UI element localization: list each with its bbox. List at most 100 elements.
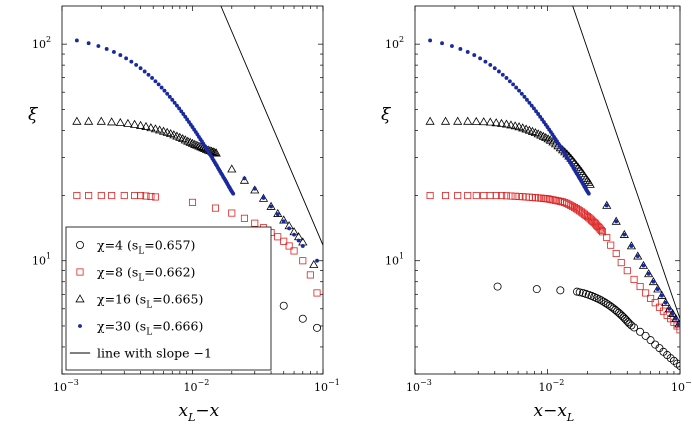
data-point	[150, 76, 155, 80]
data-point	[636, 327, 645, 336]
data-point	[546, 195, 554, 203]
series-square	[426, 192, 680, 334]
y-tick-label: 101	[32, 252, 51, 268]
data-point	[426, 192, 434, 200]
data-point	[266, 201, 276, 210]
data-point	[538, 131, 548, 140]
data-point	[275, 212, 280, 217]
data-point	[647, 294, 655, 302]
data-point	[471, 116, 481, 125]
legend-marker	[78, 324, 82, 328]
data-point	[453, 116, 463, 125]
data-point	[97, 192, 105, 200]
data-point	[506, 120, 516, 129]
data-point	[657, 290, 667, 299]
data-point	[500, 72, 505, 77]
data-point	[129, 59, 134, 64]
data-point	[181, 112, 186, 116]
slope-reference-line	[572, 6, 680, 319]
data-point	[180, 135, 190, 144]
data-point	[616, 310, 625, 319]
data-point	[515, 192, 523, 201]
data-point	[485, 117, 495, 126]
data-point	[454, 192, 462, 200]
data-point	[162, 88, 167, 93]
data-point	[625, 319, 634, 328]
legend-entry-label: χ=16 (sL=0.665)	[97, 292, 203, 311]
data-point	[188, 198, 197, 206]
data-point	[556, 286, 565, 295]
data-point	[240, 214, 248, 222]
data-point	[536, 130, 546, 139]
data-point	[120, 192, 128, 200]
y-tick-label: 101	[385, 252, 404, 268]
data-point	[578, 288, 587, 297]
legend-marker	[75, 294, 85, 303]
data-point	[273, 208, 283, 217]
data-point	[532, 106, 536, 111]
data-point	[673, 359, 680, 368]
legend-box	[65, 226, 272, 371]
data-point	[159, 85, 164, 90]
data-point	[511, 192, 519, 200]
data-point	[156, 82, 161, 87]
data-point	[593, 221, 601, 229]
data-point	[519, 91, 524, 96]
data-point	[483, 59, 488, 64]
data-point	[597, 226, 605, 234]
data-point	[575, 288, 584, 297]
data-point	[669, 356, 678, 365]
data-point	[146, 123, 156, 132]
data-point	[502, 192, 510, 200]
data-point	[491, 118, 501, 127]
legend-entry-label: line with slope −1	[97, 346, 212, 361]
data-point	[667, 306, 672, 311]
data-point	[250, 185, 260, 194]
x-tick-label: 10−1	[671, 378, 692, 394]
series-dot	[428, 38, 680, 327]
right-panel: 10−3 10−2 10−1 101 102 x−xL ξ	[381, 5, 692, 424]
data-point	[479, 117, 489, 126]
data-point	[134, 62, 139, 67]
data-point	[488, 62, 493, 67]
data-point	[644, 269, 654, 278]
data-point	[299, 257, 307, 265]
data-point	[274, 233, 282, 241]
data-point	[172, 100, 177, 105]
data-point	[142, 192, 150, 200]
data-point	[313, 323, 322, 332]
data-point	[586, 215, 594, 223]
data-point	[96, 44, 101, 48]
data-point	[458, 47, 463, 51]
data-point	[107, 117, 117, 126]
data-point	[646, 336, 655, 345]
series-circle	[493, 282, 680, 370]
data-point	[653, 284, 663, 293]
data-point	[612, 249, 620, 258]
data-point	[167, 94, 172, 99]
data-point	[622, 316, 631, 325]
data-point	[611, 216, 621, 225]
data-point	[626, 241, 637, 250]
data-point	[141, 121, 151, 130]
series-dot	[74, 38, 319, 263]
data-point	[170, 97, 175, 102]
data-point	[514, 85, 519, 90]
data-point	[463, 116, 473, 125]
data-point	[496, 118, 507, 127]
data-point	[655, 303, 664, 311]
data-point	[664, 304, 674, 313]
data-point	[641, 263, 646, 268]
data-point	[651, 279, 656, 284]
data-point	[183, 114, 188, 119]
data-point	[586, 191, 591, 196]
data-point	[309, 259, 319, 268]
data-point	[298, 314, 307, 323]
data-point	[450, 44, 454, 48]
data-point	[104, 47, 109, 51]
data-point	[269, 204, 274, 209]
data-point	[227, 164, 237, 173]
data-point	[655, 287, 660, 292]
data-point	[651, 299, 659, 307]
slope-reference-line	[220, 6, 323, 246]
